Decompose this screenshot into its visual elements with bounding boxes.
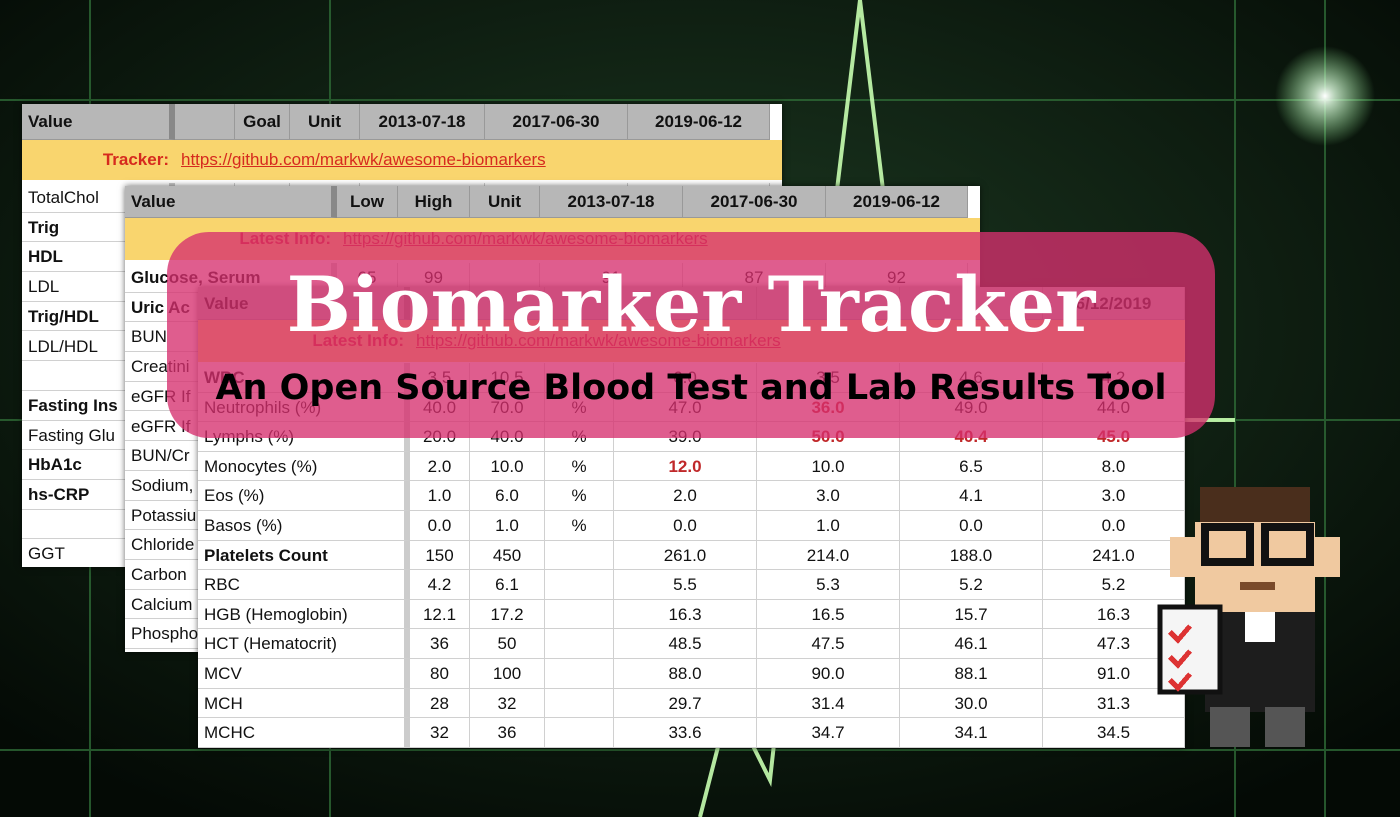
header-cell: 2013-07-18 [360, 104, 485, 140]
row-label: Monocytes (%) [198, 451, 410, 482]
data-cell: 188.0 [900, 540, 1043, 571]
data-cell [545, 629, 614, 659]
data-cell: 50 [470, 629, 545, 659]
data-cell: 31.4 [757, 688, 900, 719]
data-cell: 0.0 [410, 511, 470, 541]
data-cell: 0.0 [1043, 511, 1185, 541]
row-label: RBC [198, 570, 410, 600]
header-cell: 2019-06-12 [628, 104, 770, 140]
data-cell [545, 688, 614, 719]
header-cell: Low [337, 186, 398, 218]
header-cell: 2017-06-30 [683, 186, 826, 218]
data-cell: 0.0 [900, 511, 1043, 541]
row-label: MCV [198, 659, 410, 689]
data-cell: 33.6 [614, 718, 757, 748]
data-cell: 48.5 [614, 629, 757, 659]
data-cell [545, 659, 614, 689]
header-cell: High [398, 186, 470, 218]
row-label: MCHC [198, 718, 410, 748]
row-label: Eos (%) [198, 481, 410, 511]
data-cell: 6.5 [900, 451, 1043, 482]
data-cell: 5.3 [757, 570, 900, 600]
data-cell: 30.0 [900, 688, 1043, 719]
data-cell: 80 [410, 659, 470, 689]
data-cell: 32 [410, 718, 470, 748]
data-cell: 5.2 [1043, 570, 1185, 600]
data-cell: 5.2 [900, 570, 1043, 600]
header-cell: Unit [470, 186, 540, 218]
data-cell [545, 570, 614, 600]
subtitle: An Open Source Blood Test and Lab Result… [215, 368, 1167, 408]
header-cell: Value [22, 104, 175, 140]
data-cell: 16.3 [614, 599, 757, 630]
data-cell: 5.5 [614, 570, 757, 600]
data-cell: 3.0 [757, 481, 900, 511]
info-link: https://github.com/markwk/awesome-biomar… [175, 140, 782, 180]
data-cell: 3.0 [1043, 481, 1185, 511]
data-cell: 29.7 [614, 688, 757, 719]
data-cell: 88.1 [900, 659, 1043, 689]
header-cell: Unit [290, 104, 360, 140]
data-cell: 88.0 [614, 659, 757, 689]
data-cell: 4.2 [410, 570, 470, 600]
data-cell [545, 599, 614, 630]
data-cell: 90.0 [757, 659, 900, 689]
data-cell: % [545, 511, 614, 541]
title-banner: Biomarker Tracker An Open Source Blood T… [167, 232, 1215, 438]
data-cell: 10.0 [470, 451, 545, 482]
data-cell: 36 [410, 629, 470, 659]
data-cell: 28 [410, 688, 470, 719]
data-cell: 46.1 [900, 629, 1043, 659]
data-cell: 10.0 [757, 451, 900, 482]
data-cell: 12.0 [614, 451, 757, 482]
row-label: Basos (%) [198, 511, 410, 541]
header-cell: 2017-06-30 [485, 104, 628, 140]
row-label: Platelets Count [198, 540, 410, 571]
pixel-character [1157, 487, 1340, 747]
data-cell: 2.0 [614, 481, 757, 511]
header-cell: 2019-06-12 [826, 186, 968, 218]
data-cell: 450 [470, 540, 545, 571]
data-cell: % [545, 451, 614, 482]
data-cell: 6.1 [470, 570, 545, 600]
data-cell [545, 540, 614, 571]
data-cell: 12.1 [410, 599, 470, 630]
data-cell: 150 [410, 540, 470, 571]
row-label: HGB (Hemoglobin) [198, 599, 410, 630]
data-cell: 261.0 [614, 540, 757, 571]
data-cell: 0.0 [614, 511, 757, 541]
data-cell: 100 [470, 659, 545, 689]
data-cell: 8.0 [1043, 451, 1185, 482]
header-cell: Goal [235, 104, 290, 140]
header-cell: 2013-07-18 [540, 186, 683, 218]
data-cell: 16.5 [757, 599, 900, 630]
data-cell: 32 [470, 688, 545, 719]
data-cell: 2.0 [410, 451, 470, 482]
data-cell: 47.5 [757, 629, 900, 659]
row-label: HCT (Hematocrit) [198, 629, 410, 659]
row-label: MCH [198, 688, 410, 719]
data-cell: 17.2 [470, 599, 545, 630]
data-cell: 4.1 [900, 481, 1043, 511]
data-cell [545, 718, 614, 748]
data-cell: 31.3 [1043, 688, 1185, 719]
data-cell: 1.0 [757, 511, 900, 541]
data-cell: 15.7 [900, 599, 1043, 630]
data-cell: 1.0 [410, 481, 470, 511]
data-cell: 36 [470, 718, 545, 748]
header-cell: Value [125, 186, 337, 218]
data-cell: 1.0 [470, 511, 545, 541]
title: Biomarker Tracker [286, 260, 1096, 349]
data-cell: % [545, 481, 614, 511]
header-cell [175, 104, 235, 140]
data-cell: 6.0 [470, 481, 545, 511]
data-cell: 34.7 [757, 718, 900, 748]
info-label: Tracker: [22, 140, 175, 180]
data-cell: 214.0 [757, 540, 900, 571]
data-cell: 34.1 [900, 718, 1043, 748]
data-cell: 34.5 [1043, 718, 1185, 748]
